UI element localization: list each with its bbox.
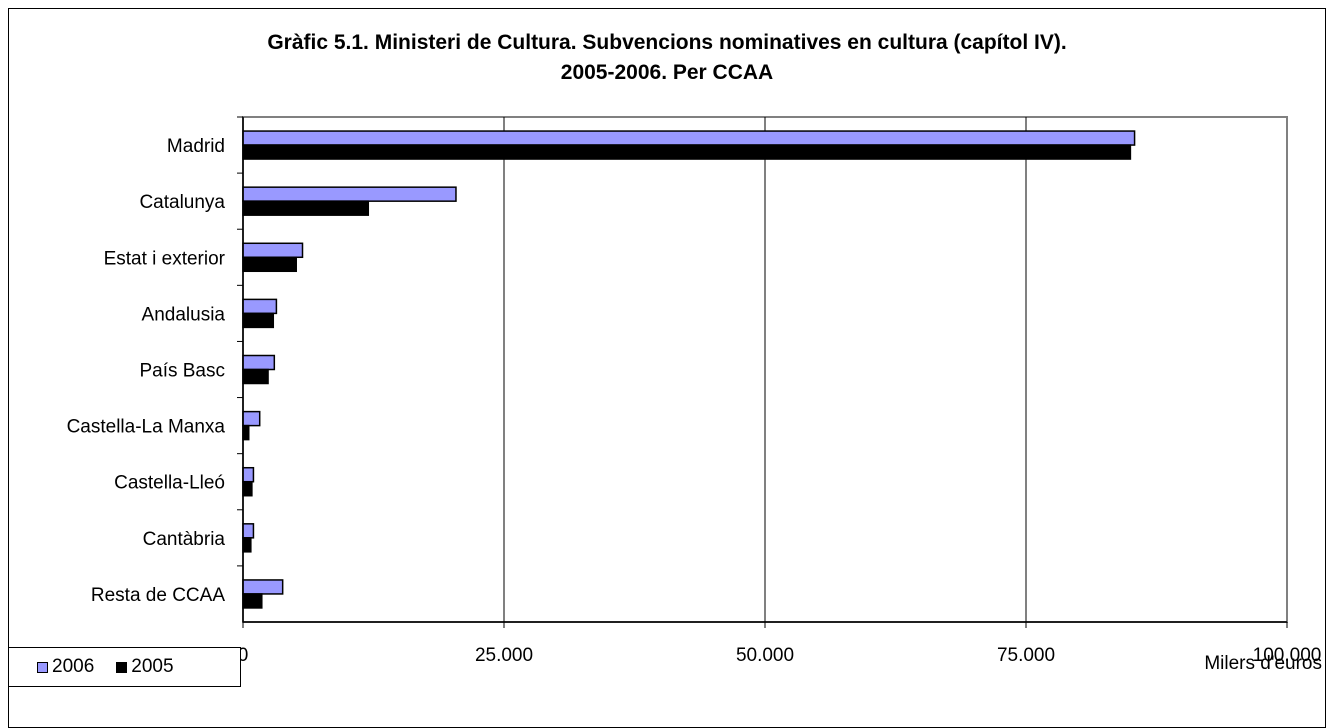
bar-2005 bbox=[242, 368, 269, 385]
bar-2006 bbox=[242, 298, 278, 315]
bar-2006 bbox=[242, 354, 276, 371]
category-label: Resta de CCAA bbox=[91, 585, 225, 606]
bar-2005 bbox=[242, 256, 297, 273]
bar-2006 bbox=[242, 242, 304, 259]
category-label: Castella-La Manxa bbox=[67, 417, 226, 438]
bar-2005 bbox=[242, 312, 275, 329]
legend-swatch-2005 bbox=[116, 661, 128, 673]
category-label: Catalunya bbox=[139, 192, 225, 213]
x-axis-label: Milers d'euros bbox=[1204, 653, 1322, 674]
bar-2005 bbox=[242, 200, 370, 216]
bar-2006 bbox=[242, 466, 255, 483]
chart-title-block: Gràfic 5.1. Ministeri de Cultura. Subven… bbox=[0, 28, 1334, 88]
legend-item-2005: 2005 bbox=[116, 656, 174, 678]
bar-2006 bbox=[242, 130, 1136, 146]
category-label: Cantàbria bbox=[143, 529, 226, 550]
legend-label-2006: 2006 bbox=[52, 656, 95, 677]
x-tick-label: 75.000 bbox=[997, 645, 1055, 666]
legend-label-2005: 2005 bbox=[131, 656, 174, 677]
category-label: Andalusia bbox=[142, 304, 226, 325]
bar-2005 bbox=[242, 424, 250, 441]
bar-2005 bbox=[242, 537, 252, 553]
bar-2006 bbox=[242, 410, 261, 427]
bar-2006 bbox=[242, 523, 255, 539]
legend: 2006 2005 bbox=[8, 647, 241, 687]
x-tick-label: 50.000 bbox=[736, 645, 794, 666]
x-tick-label: 25.000 bbox=[475, 645, 533, 666]
category-label: País Basc bbox=[139, 361, 225, 382]
bar-2006 bbox=[242, 186, 457, 202]
legend-swatch-2006 bbox=[37, 661, 48, 673]
bar-2005 bbox=[242, 144, 1132, 160]
x-tick-label: 0 bbox=[238, 645, 249, 666]
bar-2005 bbox=[242, 593, 263, 609]
legend-item-2006: 2006 bbox=[37, 656, 94, 678]
chart-subtitle: 2005-2006. Per CCAA bbox=[560, 61, 774, 84]
category-label: Castella-Lleó bbox=[114, 473, 225, 494]
x-tick-label: 100.000 bbox=[1253, 645, 1322, 666]
bar-2005 bbox=[242, 480, 253, 497]
chart-title: Gràfic 5.1. Ministeri de Cultura. Subven… bbox=[267, 31, 1067, 54]
bar-2006 bbox=[242, 579, 284, 595]
category-label: Estat i exterior bbox=[104, 248, 226, 269]
category-label: Madrid bbox=[167, 136, 225, 157]
